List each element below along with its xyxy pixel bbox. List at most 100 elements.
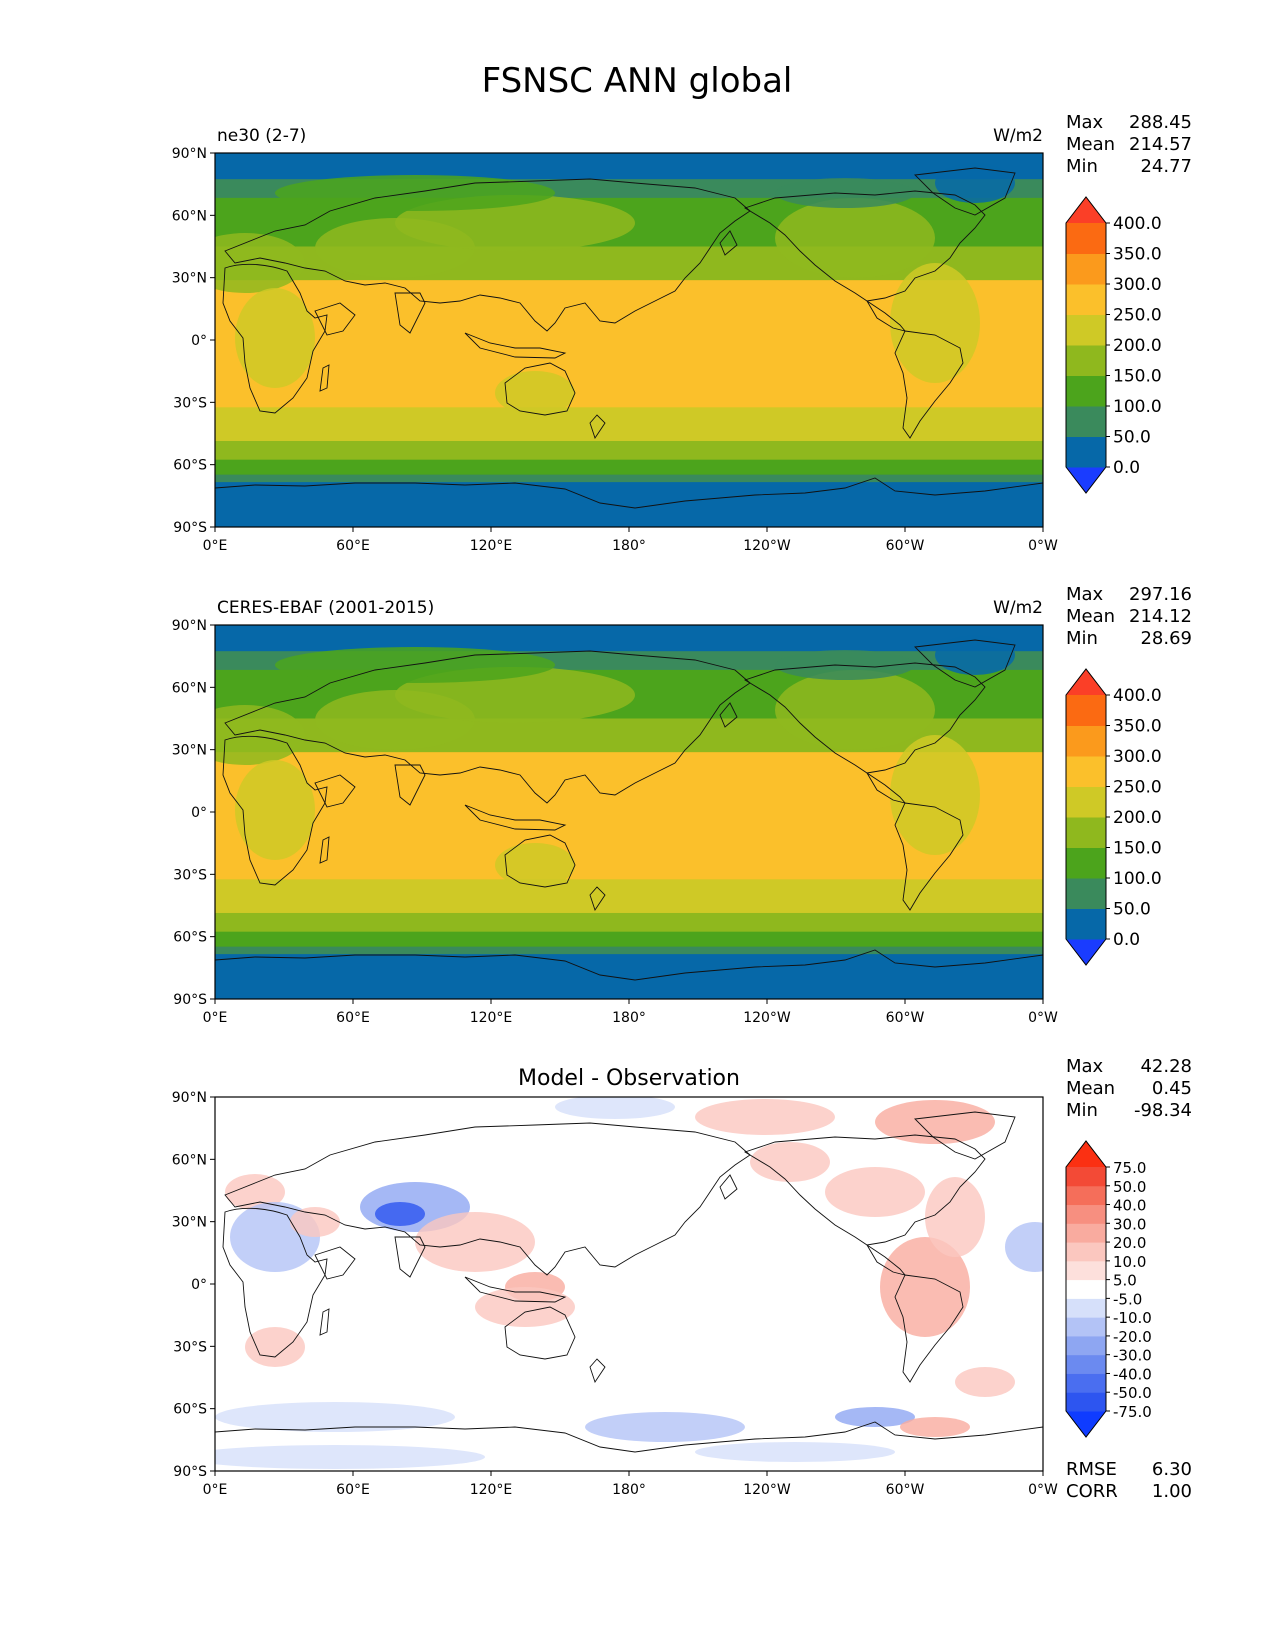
colorbar-tick-label: 250.0 xyxy=(1113,778,1162,798)
stat-label: Max xyxy=(1066,112,1104,133)
map-panel-1: 90°N 60°N 30°N 0° 30°S 60°S 90°S 0°E 60°E 120°E 18… xyxy=(172,112,1192,554)
colorbar-tick-label: 50.0 xyxy=(1113,900,1151,920)
panel-title: Model - Observation xyxy=(518,1066,740,1091)
colorbar: 0.0 50.0 100.0 150.0 200.0 250.0 300.0 350.0 400… xyxy=(1065,668,1162,966)
lat-tick-label: 0° xyxy=(191,1277,207,1293)
colorbar-tick-label: 400.0 xyxy=(1113,214,1162,234)
anomaly-field xyxy=(835,1407,915,1427)
colorbar-segment xyxy=(1066,817,1106,848)
lat-tick-label: 60°N xyxy=(172,208,207,224)
stat-value: 0.45 xyxy=(1152,1078,1192,1099)
colorbar-tick-label: 0.0 xyxy=(1113,458,1140,478)
colorbar-segment xyxy=(1066,436,1106,468)
lat-tick-label: 30°S xyxy=(173,1339,207,1355)
colorbar-segment xyxy=(1066,1279,1106,1299)
field-band xyxy=(215,474,1043,483)
colorbar-segment xyxy=(1066,253,1106,285)
land-field xyxy=(935,635,1015,675)
field-band xyxy=(215,459,1043,476)
colorbar-segment xyxy=(1066,1335,1106,1356)
field-band xyxy=(215,482,1043,527)
footer-stat-value: 1.00 xyxy=(1152,1481,1192,1502)
colorbar-tick-label: -10.0 xyxy=(1113,1309,1152,1327)
colorbar-tick-label: 10.0 xyxy=(1113,1253,1146,1271)
lat-tick-label: 90°S xyxy=(173,992,207,1008)
lat-tick-label: 90°S xyxy=(173,520,207,536)
anomaly-field xyxy=(215,1445,485,1469)
lat-tick-label: 60°N xyxy=(172,1152,207,1168)
stat-value: 214.57 xyxy=(1129,134,1192,155)
anomaly-field xyxy=(875,1100,995,1144)
footer-stat-label: RMSE xyxy=(1066,1459,1117,1480)
field-band xyxy=(215,931,1043,948)
lon-tick-label: 180° xyxy=(612,1482,646,1498)
lat-tick-label: 30°N xyxy=(172,271,207,287)
lon-tick-label: 0°W xyxy=(1028,538,1058,554)
colorbar-segment xyxy=(1066,1317,1106,1337)
stat-label: Mean xyxy=(1066,1078,1115,1099)
colorbar-tick-label: -40.0 xyxy=(1113,1365,1152,1383)
colorbar-tick-label: 200.0 xyxy=(1113,808,1162,828)
map-panel-2: 90°N 60°N 30°N 0° 30°S 60°S 90°S 0°E 60°E 120°E 18… xyxy=(172,584,1192,1026)
lon-tick-label: 0°E xyxy=(203,1482,228,1498)
colorbar-segment xyxy=(1066,786,1106,818)
lat-tick-label: 90°N xyxy=(172,618,207,634)
stat-label: Min xyxy=(1066,628,1098,649)
colorbar-tick-label: 50.0 xyxy=(1113,428,1151,448)
colorbar-segment xyxy=(1066,725,1106,757)
panel-left-label: ne30 (2-7) xyxy=(217,126,306,146)
colorbar-tick-label: 20.0 xyxy=(1113,1234,1146,1252)
colorbar-segment xyxy=(1066,1298,1106,1318)
colorbar-tick-label: 350.0 xyxy=(1113,245,1162,265)
anomaly-field xyxy=(925,1177,985,1257)
land-field xyxy=(775,650,915,680)
stat-label: Max xyxy=(1066,1056,1104,1077)
lon-tick-label: 120°W xyxy=(743,1482,791,1498)
land-field xyxy=(275,175,555,211)
stat-label: Min xyxy=(1066,1100,1098,1121)
colorbar-tick-label: -50.0 xyxy=(1113,1384,1152,1402)
anomaly-field xyxy=(695,1099,835,1135)
stat-value: -98.34 xyxy=(1134,1100,1192,1121)
footer-stat-label: CORR xyxy=(1066,1481,1118,1502)
land-field xyxy=(235,760,315,860)
colorbar-tick-label: 150.0 xyxy=(1113,839,1162,859)
anomaly-field xyxy=(880,1237,970,1337)
anomaly-field xyxy=(695,1442,895,1462)
colorbar-extend-max xyxy=(1066,669,1106,695)
colorbar-tick-label: 30.0 xyxy=(1113,1215,1146,1233)
panel-left-label: CERES-EBAF (2001-2015) xyxy=(217,598,434,618)
lat-tick-label: 0° xyxy=(191,333,207,349)
stat-value: 42.28 xyxy=(1140,1056,1192,1077)
colorbar-tick-label: 40.0 xyxy=(1113,1197,1146,1215)
panel-units-label: W/m2 xyxy=(993,126,1043,146)
stat-value: 24.77 xyxy=(1140,156,1192,177)
lat-tick-label: 90°S xyxy=(173,1464,207,1480)
anomaly-field xyxy=(825,1167,925,1217)
lon-tick-label: 0°E xyxy=(203,538,228,554)
stat-value: 28.69 xyxy=(1140,628,1192,649)
lat-tick-label: 60°S xyxy=(173,458,207,474)
colorbar-segment xyxy=(1066,1204,1106,1224)
lat-tick-label: 0° xyxy=(191,805,207,821)
colorbar-segment xyxy=(1066,1242,1106,1262)
colorbar-tick-label: 300.0 xyxy=(1113,275,1162,295)
colorbar-segment xyxy=(1066,345,1106,376)
lat-tick-label: 60°S xyxy=(173,1402,207,1418)
anomaly-field xyxy=(415,1212,535,1272)
colorbar-segment xyxy=(1066,284,1106,315)
lon-tick-label: 60°W xyxy=(886,1010,925,1026)
map-panel-3: 90°N 60°N 30°N 0° 30°S 60°S 90°S 0°E 60°E 120°E 18… xyxy=(172,1056,1192,1502)
field-band xyxy=(215,946,1043,955)
lat-tick-label: 30°S xyxy=(173,867,207,883)
land-field xyxy=(495,371,575,415)
colorbar-segment xyxy=(1066,1167,1106,1187)
lon-tick-label: 180° xyxy=(612,538,646,554)
land-field xyxy=(495,843,575,887)
land-field xyxy=(275,647,555,683)
colorbar-segment xyxy=(1066,1392,1106,1412)
land-field xyxy=(890,735,980,855)
stat-label: Mean xyxy=(1066,134,1115,155)
lon-tick-label: 180° xyxy=(612,1010,646,1026)
